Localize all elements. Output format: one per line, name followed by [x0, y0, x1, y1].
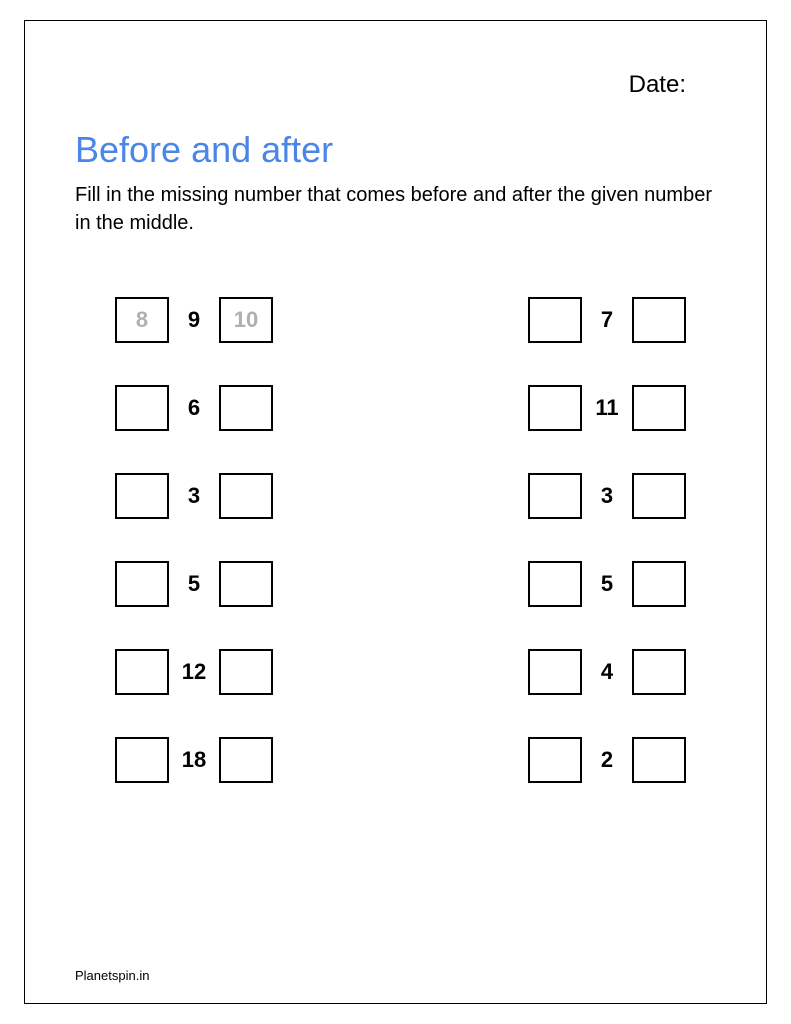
problem-row: 4 — [528, 649, 686, 695]
after-box[interactable] — [219, 473, 273, 519]
middle-number: 5 — [177, 571, 211, 597]
problem-row: 7 — [528, 297, 686, 343]
problem-row: 3 — [528, 473, 686, 519]
after-box[interactable]: 10 — [219, 297, 273, 343]
middle-number: 7 — [590, 307, 624, 333]
middle-number: 3 — [590, 483, 624, 509]
after-box[interactable] — [632, 297, 686, 343]
worksheet-title: Before and after — [75, 129, 716, 171]
before-box[interactable] — [115, 385, 169, 431]
left-column: 8 9 10 6 3 5 12 — [115, 297, 273, 783]
worksheet-page: Date: Before and after Fill in the missi… — [24, 20, 767, 1004]
problem-row: 6 — [115, 385, 273, 431]
middle-number: 18 — [177, 747, 211, 773]
problem-row: 3 — [115, 473, 273, 519]
before-box[interactable] — [115, 649, 169, 695]
middle-number: 5 — [590, 571, 624, 597]
middle-number: 9 — [177, 307, 211, 333]
before-box[interactable] — [528, 649, 582, 695]
after-box[interactable] — [632, 649, 686, 695]
before-box[interactable]: 8 — [115, 297, 169, 343]
middle-number: 3 — [177, 483, 211, 509]
after-box[interactable] — [632, 737, 686, 783]
before-box[interactable] — [528, 561, 582, 607]
problem-row: 18 — [115, 737, 273, 783]
date-label: Date: — [75, 71, 716, 99]
problems-grid: 8 9 10 6 3 5 12 — [75, 297, 716, 783]
before-box[interactable] — [115, 737, 169, 783]
after-box[interactable] — [632, 561, 686, 607]
problem-row: 5 — [115, 561, 273, 607]
right-column: 7 11 3 5 4 — [528, 297, 686, 783]
problem-row: 12 — [115, 649, 273, 695]
middle-number: 12 — [177, 659, 211, 685]
after-box[interactable] — [219, 737, 273, 783]
after-box[interactable] — [219, 385, 273, 431]
problem-row: 5 — [528, 561, 686, 607]
instructions-text: Fill in the missing number that comes be… — [75, 181, 716, 237]
before-box[interactable] — [528, 737, 582, 783]
problem-row: 11 — [528, 385, 686, 431]
before-box[interactable] — [528, 473, 582, 519]
after-box[interactable] — [632, 385, 686, 431]
middle-number: 11 — [590, 395, 624, 421]
footer-credit: Planetspin.in — [75, 968, 149, 983]
before-box[interactable] — [528, 297, 582, 343]
after-box[interactable] — [219, 649, 273, 695]
middle-number: 4 — [590, 659, 624, 685]
before-box[interactable] — [115, 561, 169, 607]
before-box[interactable] — [528, 385, 582, 431]
before-box[interactable] — [115, 473, 169, 519]
problem-row: 8 9 10 — [115, 297, 273, 343]
middle-number: 6 — [177, 395, 211, 421]
after-box[interactable] — [632, 473, 686, 519]
middle-number: 2 — [590, 747, 624, 773]
after-box[interactable] — [219, 561, 273, 607]
problem-row: 2 — [528, 737, 686, 783]
